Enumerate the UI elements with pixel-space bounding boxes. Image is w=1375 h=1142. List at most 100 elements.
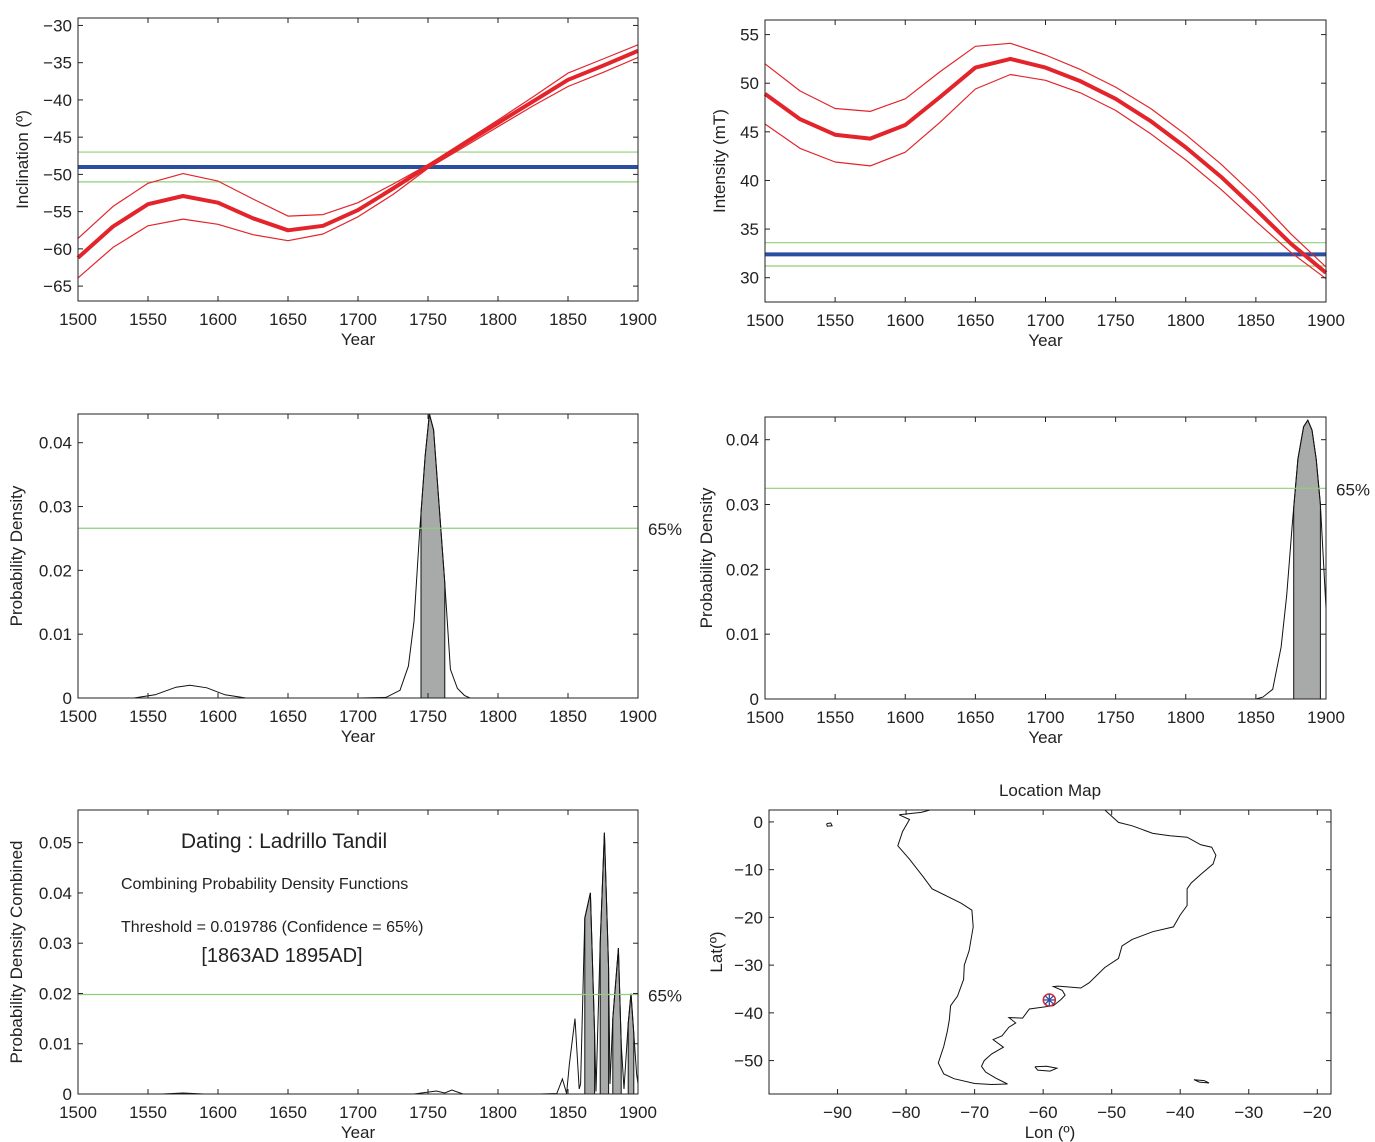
x-tick-label: 1800 <box>479 707 517 726</box>
y-tick-label: 0.03 <box>726 496 759 515</box>
x-tick-label: 1550 <box>816 708 854 727</box>
x-axis-label: Year <box>341 330 376 349</box>
probability-density-combined-chart: 65% 1500 1550 1600 1650 1700 1750 1800 1850 1900 0… <box>7 809 682 1142</box>
x-tick-label: 1800 <box>479 310 517 329</box>
y-tick-label: 0.05 <box>39 834 72 853</box>
annotation-text: Combining Probability Density Functions <box>121 876 408 893</box>
x-tick-label: 1550 <box>129 310 167 329</box>
y-tick-label: 45 <box>740 123 759 142</box>
annotation-interval: [1863AD 1895AD] <box>201 945 362 967</box>
x-tick-label: 1650 <box>269 1103 307 1122</box>
plot-frame <box>764 416 1327 700</box>
y-tick-label: 50 <box>740 74 759 93</box>
confidence-area <box>627 993 635 1095</box>
x-tick-label: 1700 <box>339 707 377 726</box>
x-tick-label: 1500 <box>746 708 784 727</box>
island-south-georgia <box>1193 1079 1210 1084</box>
y-tick-label: 0 <box>63 1085 72 1104</box>
x-tick-label: 1700 <box>1027 708 1065 727</box>
x-tick-label: 1900 <box>619 310 657 329</box>
x-tick-label: 1750 <box>409 1103 447 1122</box>
x-tick-label: 1550 <box>129 707 167 726</box>
site-marker-star <box>1044 995 1055 1005</box>
confidence-area <box>420 413 446 699</box>
x-tick-label: 1800 <box>1167 708 1205 727</box>
y-tick-label: −40 <box>43 91 72 110</box>
x-tick-label: 1650 <box>956 708 994 727</box>
density-line <box>765 419 1327 700</box>
y-tick-label: −35 <box>43 54 72 73</box>
x-tick-label: 1850 <box>1237 708 1275 727</box>
chart-title: Location Map <box>999 781 1101 800</box>
x-tick-label: −80 <box>892 1103 921 1122</box>
annotation-text: Threshold = 0.019786 (Confidence = 65%) <box>121 919 423 936</box>
threshold-label: 65% <box>648 520 682 539</box>
y-tick-label: 0.04 <box>39 884 72 903</box>
confidence-bound-line <box>764 73 1327 280</box>
x-axis-label: Lon (º) <box>1025 1123 1076 1142</box>
y-tick-label: −10 <box>734 861 763 880</box>
annotation-title: Dating : Ladrillo Tandil <box>181 830 387 853</box>
x-tick-label: 1700 <box>339 1103 377 1122</box>
x-tick-label: 1500 <box>59 707 97 726</box>
y-tick-label: −40 <box>734 1004 763 1023</box>
x-axis-label: Year <box>1028 331 1063 350</box>
intensity-chart: 1500 1550 1600 1650 1700 1750 1800 1850 1900 30 35… <box>710 19 1345 350</box>
y-tick-label: 0.01 <box>39 625 72 644</box>
y-axis-label: Probability Density <box>697 487 716 628</box>
y-tick-label: −60 <box>43 240 72 259</box>
plot-frame <box>768 809 1332 1095</box>
y-tick-label: −50 <box>43 165 72 184</box>
y-tick-label: 0 <box>750 690 759 709</box>
density-line <box>78 832 639 1095</box>
y-axis-label: Inclination (º) <box>13 110 32 209</box>
plot-frame <box>764 19 1327 303</box>
x-tick-label: −40 <box>1166 1103 1195 1122</box>
island-galapagos <box>826 822 833 827</box>
y-tick-label: −30 <box>43 16 72 35</box>
probability-density-inclination-chart: 65% 1500 1550 1600 1650 1700 1750 1800 1850 1900 0… <box>7 413 682 746</box>
x-tick-label: 1700 <box>339 310 377 329</box>
threshold-label: 65% <box>1336 480 1370 499</box>
plot-frame <box>77 413 639 699</box>
y-tick-label: −65 <box>43 277 72 296</box>
island-falklands <box>1034 1065 1059 1072</box>
x-tick-label: −60 <box>1029 1103 1058 1122</box>
x-axis-label: Year <box>341 1123 376 1142</box>
y-tick-label: 0.02 <box>39 984 72 1003</box>
x-tick-label: 1850 <box>1237 311 1275 330</box>
y-tick-label: 0.04 <box>726 431 759 450</box>
x-tick-label: 1800 <box>1167 311 1205 330</box>
y-axis-label: Probability Density <box>7 485 26 626</box>
x-tick-label: 1900 <box>619 1103 657 1122</box>
density-line <box>78 413 638 699</box>
x-tick-label: 1750 <box>1097 708 1135 727</box>
y-tick-label: 0 <box>63 689 72 708</box>
x-tick-label: 1850 <box>549 707 587 726</box>
x-tick-label: 1900 <box>1307 708 1345 727</box>
x-tick-label: 1850 <box>549 310 587 329</box>
x-tick-label: 1500 <box>746 311 784 330</box>
x-tick-label: 1700 <box>1027 311 1065 330</box>
y-tick-label: −55 <box>43 203 72 222</box>
x-tick-label: 1650 <box>269 310 307 329</box>
x-tick-label: 1550 <box>816 311 854 330</box>
x-tick-label: 1900 <box>619 707 657 726</box>
y-tick-label: 30 <box>740 269 759 288</box>
x-tick-label: −90 <box>823 1103 852 1122</box>
x-tick-label: −20 <box>1303 1103 1332 1122</box>
x-tick-label: 1500 <box>59 310 97 329</box>
y-tick-label: −45 <box>43 128 72 147</box>
x-tick-label: 1550 <box>129 1103 167 1122</box>
y-tick-label: 0.02 <box>726 560 759 579</box>
y-tick-label: 0.03 <box>39 498 72 517</box>
x-axis-label: Year <box>1028 728 1063 747</box>
confidence-area <box>599 832 610 1095</box>
x-tick-label: 1600 <box>199 1103 237 1122</box>
threshold-label: 65% <box>648 986 682 1005</box>
x-tick-label: 1850 <box>549 1103 587 1122</box>
y-tick-label: 0.01 <box>726 625 759 644</box>
x-tick-label: 1600 <box>199 310 237 329</box>
y-tick-label: 0.02 <box>39 561 72 580</box>
coastline <box>897 809 1217 1086</box>
